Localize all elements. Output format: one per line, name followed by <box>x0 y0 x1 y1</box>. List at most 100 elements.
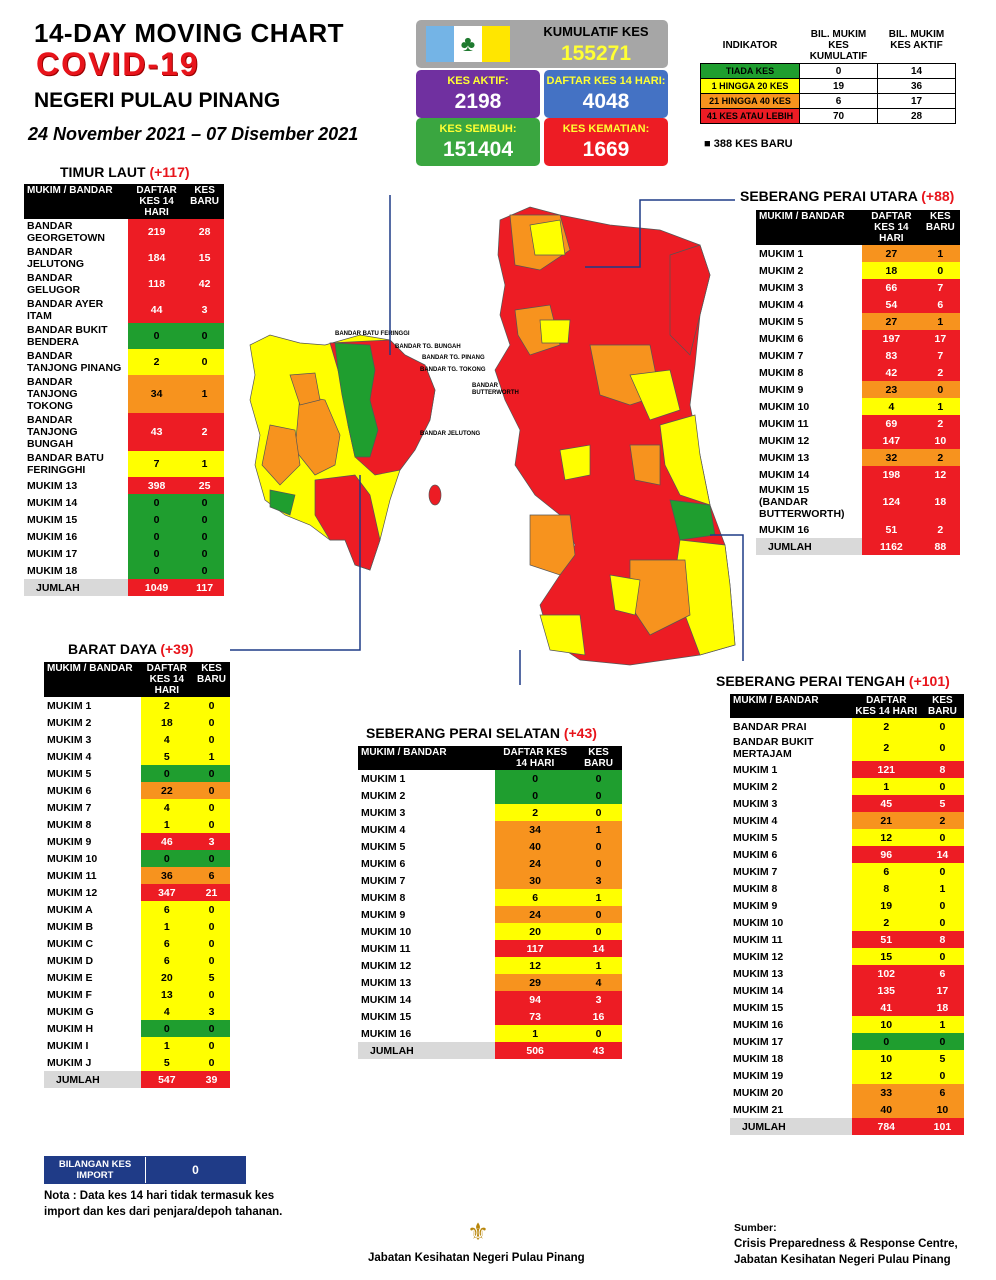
row-mukim: MUKIM 4 <box>756 296 863 313</box>
indicator-aktif: 28 <box>877 108 956 124</box>
table-row: BANDAR BUKIT BENDERA 0 0 <box>24 323 224 349</box>
row-mukim: MUKIM B <box>44 918 141 935</box>
row-mukim: MUKIM 16 <box>358 1025 496 1042</box>
row-baru: 0 <box>920 914 964 931</box>
map-label-jelutong: BANDAR JELUTONG <box>420 431 481 437</box>
col-mukim: MUKIM / BANDAR <box>44 662 141 697</box>
table-row: MUKIM 4 21 2 <box>730 812 964 829</box>
indicator-aktif: 17 <box>877 93 956 109</box>
row-mukim: MUKIM J <box>44 1054 141 1071</box>
row-mukim: MUKIM F <box>44 986 141 1003</box>
total-label: JUMLAH <box>730 1118 852 1135</box>
row-mukim: MUKIM 3 <box>756 279 863 296</box>
indicator-row: TIADA KES 0 14 <box>700 63 956 79</box>
table-row: MUKIM 19 12 0 <box>730 1067 964 1084</box>
row-mukim: MUKIM 14 <box>730 982 852 999</box>
row-mukim: MUKIM 1 <box>358 770 496 787</box>
row-daftar: 0 <box>140 765 193 782</box>
table-row: MUKIM 5 12 0 <box>730 829 964 846</box>
total-row: JUMLAH 784 101 <box>730 1118 964 1135</box>
aktif-label: KES AKTIF: <box>447 75 509 87</box>
indicator-table: INDIKATOR BIL. MUKIM KES KUMULATIF BIL. MU… <box>700 28 956 124</box>
row-daftar: 51 <box>862 521 921 538</box>
row-daftar: 5 <box>140 748 193 765</box>
row-mukim: MUKIM 18 <box>730 1050 852 1067</box>
row-daftar: 2 <box>495 804 576 821</box>
table-row: BANDAR TANJONG PINANG 2 0 <box>24 349 224 375</box>
table-row: MUKIM 5 27 1 <box>756 313 960 330</box>
map-label-butterworth: BANDAR <box>472 383 499 389</box>
row-mukim: MUKIM 2 <box>358 787 496 804</box>
row-mukim: MUKIM G <box>44 1003 141 1020</box>
row-daftar: 118 <box>128 271 186 297</box>
row-baru: 10 <box>920 1101 964 1118</box>
row-mukim: MUKIM 16 <box>756 521 863 538</box>
row-mukim: MUKIM 3 <box>44 731 141 748</box>
row-baru: 3 <box>192 833 230 850</box>
row-daftar: 12 <box>495 957 576 974</box>
row-mukim: MUKIM 3 <box>358 804 496 821</box>
row-daftar: 40 <box>495 838 576 855</box>
row-daftar: 0 <box>128 545 186 562</box>
row-baru: 8 <box>920 761 964 778</box>
row-baru: 14 <box>920 846 964 863</box>
row-baru: 0 <box>920 262 960 279</box>
row-mukim: MUKIM 13 <box>358 974 496 991</box>
row-mukim: MUKIM 7 <box>358 872 496 889</box>
row-baru: 0 <box>192 918 230 935</box>
row-baru: 0 <box>192 816 230 833</box>
row-daftar: 0 <box>495 770 576 787</box>
row-daftar: 32 <box>862 449 921 466</box>
col-baru: KES BARU <box>192 662 230 697</box>
table-row: MUKIM 14 135 17 <box>730 982 964 999</box>
row-mukim: MUKIM 17 <box>730 1033 852 1050</box>
table-row: MUKIM 9 24 0 <box>358 906 622 923</box>
row-mukim: MUKIM 11 <box>756 415 863 432</box>
row-mukim: MUKIM 10 <box>730 914 852 931</box>
table-row: MUKIM 17 0 0 <box>730 1033 964 1050</box>
table-header: MUKIM / BANDAR DAFTAR KES 14 HARI KES BARU <box>24 184 224 219</box>
row-baru: 1 <box>920 245 960 262</box>
svg-text:BUTTERWORTH: BUTTERWORTH <box>472 390 519 396</box>
tengah-table: MUKIM / BANDAR DAFTAR KES 14 HARI KES BARU… <box>730 694 964 1135</box>
row-mukim: MUKIM 14 <box>358 991 496 1008</box>
indicator-kum: 19 <box>799 78 878 94</box>
row-baru: 1 <box>192 748 230 765</box>
total-daftar: 1049 <box>128 579 186 596</box>
row-baru: 0 <box>920 863 964 880</box>
row-baru: 6 <box>920 296 960 313</box>
utara-table: MUKIM / BANDAR DAFTAR KES 14 HARI KES BARU… <box>756 210 960 555</box>
selatan-title: SEBERANG PERAI SELATAN (+43) <box>366 725 597 741</box>
row-baru: 3 <box>575 872 622 889</box>
table-row: BANDAR BATU FERINGGHI 7 1 <box>24 451 224 477</box>
row-mukim: MUKIM 7 <box>756 347 863 364</box>
row-daftar: 34 <box>495 821 576 838</box>
row-mukim: MUKIM 21 <box>730 1101 852 1118</box>
row-baru: 1 <box>920 313 960 330</box>
row-baru: 0 <box>192 697 230 714</box>
table-row: MUKIM E 20 5 <box>44 969 230 986</box>
row-mukim: MUKIM 13 <box>730 965 852 982</box>
row-mukim: MUKIM 5 <box>44 765 141 782</box>
row-baru: 1 <box>920 880 964 897</box>
table-row: MUKIM 10 4 1 <box>756 398 960 415</box>
row-baru: 6 <box>920 965 964 982</box>
row-mukim: MUKIM 8 <box>756 364 863 381</box>
table-row: MUKIM 12 347 21 <box>44 884 230 901</box>
col-mukim: MUKIM / BANDAR <box>756 210 863 245</box>
row-mukim: MUKIM 10 <box>358 923 496 940</box>
row-baru: 0 <box>575 923 622 940</box>
indicator-row: 1 HINGGA 20 KES 19 36 <box>700 78 956 94</box>
table-row: BANDAR GELUGOR 118 42 <box>24 271 224 297</box>
table-row: MUKIM 9 19 0 <box>730 897 964 914</box>
row-mukim: MUKIM 5 <box>358 838 496 855</box>
row-mukim: MUKIM 9 <box>756 381 863 398</box>
table-row: MUKIM 16 1 0 <box>358 1025 622 1042</box>
row-baru: 1 <box>185 451 224 477</box>
total-baru: 101 <box>920 1118 964 1135</box>
